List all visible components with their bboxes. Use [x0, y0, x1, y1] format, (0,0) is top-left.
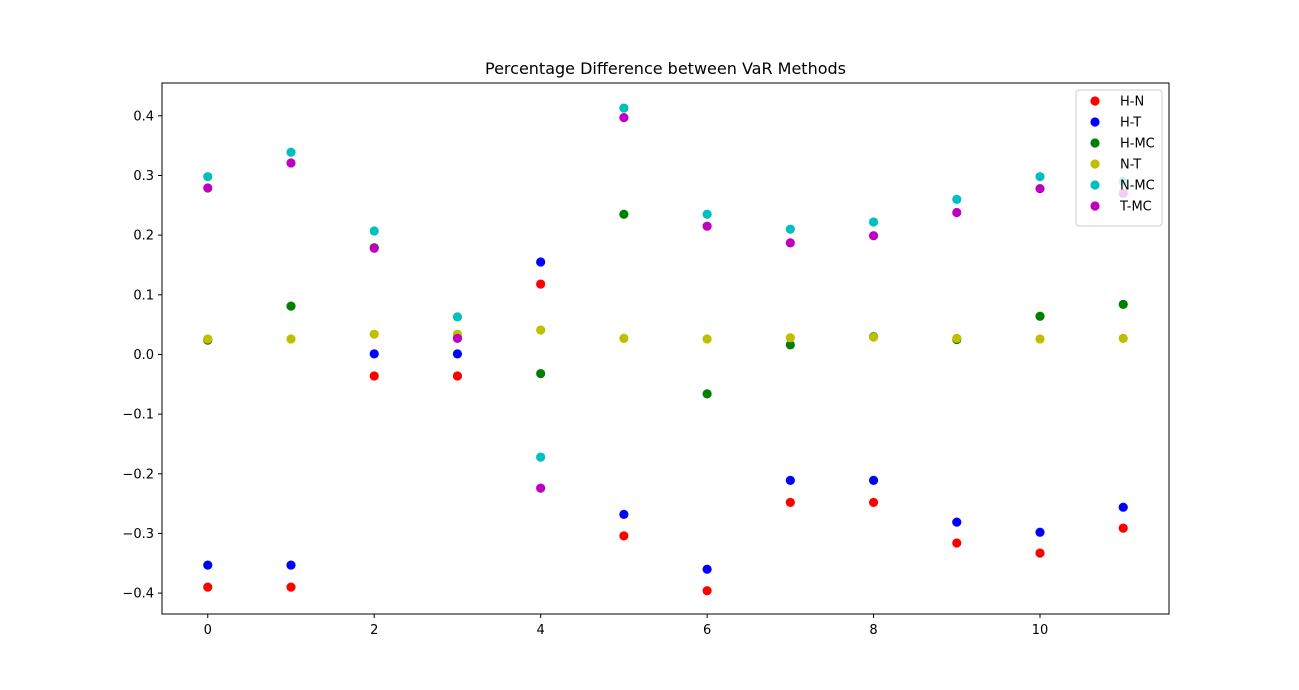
- data-point: [785, 224, 795, 234]
- legend-marker: [1090, 117, 1100, 127]
- data-point: [952, 517, 962, 527]
- data-point: [702, 586, 712, 596]
- y-tick-label: −0.1: [122, 408, 154, 423]
- data-point: [1118, 299, 1128, 309]
- data-point: [203, 172, 213, 182]
- x-tick-label: 8: [869, 623, 877, 638]
- data-point: [619, 103, 629, 113]
- data-point: [203, 183, 213, 193]
- data-point: [452, 333, 463, 343]
- data-point: [452, 312, 463, 322]
- data-point: [369, 329, 379, 339]
- legend-marker: [1090, 201, 1100, 211]
- y-tick-label: 0.4: [133, 109, 154, 124]
- data-point: [1035, 334, 1045, 344]
- data-point: [619, 509, 629, 519]
- data-point: [286, 334, 296, 344]
- chart-title: Percentage Difference between VaR Method…: [485, 59, 846, 78]
- data-point: [369, 349, 379, 359]
- data-point: [1035, 311, 1045, 321]
- data-point: [1035, 184, 1045, 194]
- data-point: [536, 452, 546, 462]
- y-tick-label: 0.1: [133, 288, 154, 303]
- data-point: [702, 389, 712, 399]
- legend-marker: [1090, 159, 1100, 169]
- x-tick-label: 2: [370, 623, 378, 638]
- x-axis: 0 2 4 6 8 10: [204, 614, 1049, 638]
- data-point: [868, 332, 879, 342]
- data-point: [785, 475, 795, 485]
- data-point: [785, 333, 795, 343]
- data-point: [536, 257, 546, 267]
- data-point: [203, 560, 213, 570]
- data-point: [619, 113, 629, 123]
- legend-label: T-MC: [1119, 200, 1152, 215]
- data-point: [452, 371, 463, 381]
- data-point: [619, 333, 629, 343]
- data-point: [702, 564, 712, 574]
- data-point: [1118, 333, 1128, 343]
- y-tick-label: −0.2: [122, 467, 154, 482]
- legend-marker: [1090, 180, 1100, 190]
- data-point: [369, 226, 379, 236]
- data-points: [203, 103, 1128, 596]
- y-tick-label: 0.3: [133, 169, 154, 184]
- data-point: [203, 334, 213, 344]
- x-tick-label: 4: [537, 623, 545, 638]
- data-point: [1118, 502, 1128, 512]
- data-point: [868, 217, 879, 227]
- data-point: [286, 147, 296, 157]
- data-point: [286, 560, 296, 570]
- data-point: [952, 207, 962, 218]
- data-point: [702, 334, 712, 344]
- x-tick-label: 0: [204, 623, 212, 638]
- y-tick-label: 0.2: [133, 229, 154, 244]
- legend-label: N-T: [1120, 158, 1141, 173]
- data-point: [702, 221, 712, 231]
- data-point: [952, 194, 962, 204]
- legend-label: H-T: [1120, 116, 1141, 131]
- data-point: [286, 582, 296, 592]
- data-point: [868, 475, 879, 485]
- data-point: [286, 158, 296, 168]
- x-tick-label: 10: [1032, 623, 1049, 638]
- data-point: [1118, 523, 1128, 533]
- data-point: [952, 538, 962, 548]
- data-point: [868, 231, 879, 241]
- legend-marker: [1090, 138, 1100, 148]
- legend-marker: [1090, 96, 1100, 106]
- data-point: [785, 238, 795, 248]
- data-point: [536, 483, 546, 493]
- legend-label: N-MC: [1120, 179, 1155, 194]
- data-point: [536, 368, 546, 379]
- data-point: [868, 497, 879, 508]
- data-point: [952, 333, 962, 343]
- data-point: [619, 531, 629, 541]
- data-point: [1035, 172, 1045, 182]
- data-point: [702, 209, 712, 219]
- y-axis: −0.4 −0.3 −0.2 −0.1 0.0 0.1 0.2 0.3 0.4: [122, 109, 162, 602]
- data-point: [785, 497, 795, 508]
- data-point: [536, 325, 546, 335]
- data-point: [369, 243, 379, 253]
- y-tick-label: −0.3: [122, 527, 154, 542]
- data-point: [203, 582, 213, 592]
- legend-label: H-N: [1120, 95, 1144, 110]
- data-point: [1035, 548, 1045, 558]
- legend-label: H-MC: [1120, 137, 1155, 152]
- x-tick-label: 6: [703, 623, 711, 638]
- y-tick-label: −0.4: [122, 587, 154, 602]
- data-point: [369, 371, 379, 381]
- plot-frame: [161, 82, 1170, 615]
- data-point: [536, 279, 546, 289]
- data-point: [452, 349, 463, 359]
- data-point: [286, 301, 296, 311]
- data-point: [1035, 527, 1045, 537]
- legend: H-N H-T H-MC N-T N-MC T-MC: [1075, 89, 1163, 227]
- y-tick-label: 0.0: [133, 348, 154, 363]
- data-point: [619, 209, 629, 219]
- data-point: [785, 340, 795, 350]
